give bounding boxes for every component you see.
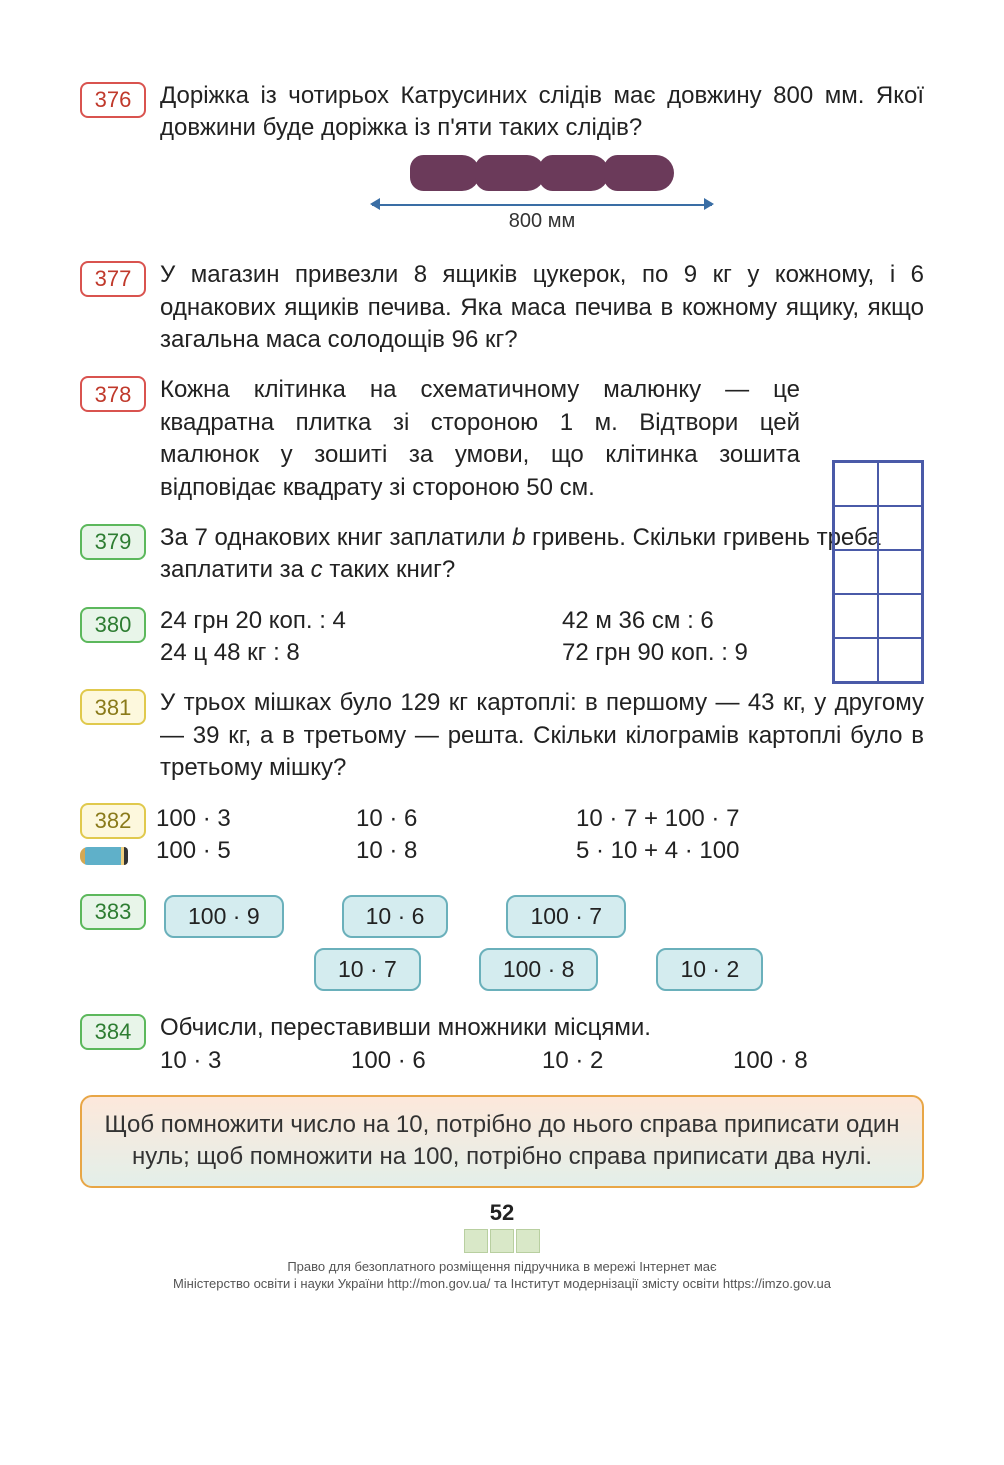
expression: 24 грн 20 коп. : 4 [160, 605, 522, 637]
exercise-number-badge: 376 [80, 82, 146, 118]
exercise-instruction: Обчисли, переставивши множники місцями. [160, 1012, 924, 1044]
footprints-illustration: 800 мм [160, 155, 924, 235]
exercise-number-badge: 379 [80, 524, 146, 560]
exercise-body: 24 грн 20 коп. : 4 42 м 36 см : 6 24 ц 4… [160, 605, 924, 670]
exercise-body: За 7 однакових книг заплатили b гривень.… [160, 522, 924, 587]
expression: 24 ц 48 кг : 8 [160, 637, 522, 669]
expression-pill: 10 · 2 [656, 948, 763, 991]
exercise-number-badge: 380 [80, 607, 146, 643]
exercise-text: Кожна клітинка на схематичному малюнку —… [160, 376, 800, 500]
exercise-body: У магазин привезли 8 ящиків цукерок, по … [160, 259, 924, 356]
exercise-number-badge: 383 [80, 894, 146, 930]
expression: 10 · 3 [160, 1045, 351, 1077]
expression: 5 · 10 + 4 · 100 [576, 835, 924, 867]
tile-grid-2x5 [832, 460, 924, 684]
expression: 10 · 8 [356, 835, 576, 867]
textbook-page: 376 Доріжка із чотирьох Катрусиних сліді… [0, 0, 1004, 1323]
exercise-body: Доріжка із чотирьох Катрусиних слідів ма… [160, 80, 924, 241]
exercise-378: 378 Кожна клітинка на схематичному малюн… [80, 374, 924, 504]
expression: 10 · 2 [542, 1045, 733, 1077]
exercise-number-badge: 384 [80, 1014, 146, 1050]
exercise-body: 100 · 3 10 · 6 10 · 7 + 100 · 7 100 · 5 … [156, 803, 924, 868]
exercise-text: У трьох мішках було 129 кг картоплі: в п… [160, 689, 924, 781]
expression: 100 · 3 [156, 803, 356, 835]
exercise-number-badge: 378 [80, 376, 146, 412]
expression-pill: 100 · 7 [506, 895, 626, 938]
exercise-377: 377 У магазин привезли 8 ящиків цукерок,… [80, 259, 924, 356]
expression-pill: 100 · 8 [479, 948, 599, 991]
page-number-decoration [80, 1229, 924, 1253]
exercise-body: Кожна клітинка на схематичному малюнку —… [160, 374, 800, 504]
exercise-384: 384 Обчисли, переставивши множники місця… [80, 1012, 924, 1077]
exercise-382: 382 100 · 3 10 · 6 10 · 7 + 100 · 7 100 … [80, 803, 924, 874]
expression-pill: 10 · 7 [314, 948, 421, 991]
exercise-number-badge: 382 [80, 803, 146, 839]
exercise-text: Доріжка із чотирьох Катрусиних слідів ма… [160, 82, 924, 141]
measure-label: 800 мм [509, 210, 575, 232]
expression: 10 · 6 [356, 803, 576, 835]
exercise-text-part: таких книг? [323, 556, 456, 583]
footprint-icon [475, 155, 545, 191]
rule-callout-box: Щоб помножити число на 10, потрібно до н… [80, 1095, 924, 1188]
exercise-body: Обчисли, переставивши множники місцями. … [160, 1012, 924, 1077]
exercise-379: 379 За 7 однакових книг заплатили b грив… [80, 522, 924, 587]
footer-line: Право для безоплатного розміщення підруч… [80, 1259, 924, 1276]
exercise-number-badge: 381 [80, 689, 146, 725]
expression-pill: 10 · 6 [342, 895, 449, 938]
footer-copyright: Право для безоплатного розміщення підруч… [80, 1259, 924, 1293]
measure-arrow: 800 мм [372, 204, 712, 235]
expression: 100 · 8 [733, 1045, 924, 1077]
exercise-380: 380 24 грн 20 коп. : 4 42 м 36 см : 6 24… [80, 605, 924, 670]
exercise-body: 100 · 9 10 · 6 100 · 7 10 · 7 100 · 8 10… [160, 892, 924, 994]
rule-text: Щоб помножити число на 10, потрібно до н… [104, 1111, 899, 1170]
expression: 100 · 5 [156, 835, 356, 867]
exercise-text-part: За 7 однакових книг заплатили [160, 524, 512, 551]
footer-line: Міністерство освіти і науки України http… [80, 1276, 924, 1293]
expression: 10 · 7 + 100 · 7 [576, 803, 924, 835]
exercise-376: 376 Доріжка із чотирьох Катрусиних сліді… [80, 80, 924, 241]
page-number: 52 [80, 1198, 924, 1228]
footprint-icon [539, 155, 609, 191]
exercise-383: 383 100 · 9 10 · 6 100 · 7 10 · 7 100 · … [80, 892, 924, 994]
footprint-icon [410, 155, 480, 191]
footprint-icon [604, 155, 674, 191]
pencil-icon [80, 847, 128, 865]
exercise-381: 381 У трьох мішках було 129 кг картоплі:… [80, 687, 924, 784]
expression: 100 · 6 [351, 1045, 542, 1077]
variable-c: c [311, 556, 323, 583]
exercise-number-badge: 377 [80, 261, 146, 297]
exercise-body: У трьох мішках було 129 кг картоплі: в п… [160, 687, 924, 784]
exercise-text: У магазин привезли 8 ящиків цукерок, по … [160, 261, 924, 353]
expression-pill: 100 · 9 [164, 895, 284, 938]
variable-b: b [512, 524, 525, 551]
